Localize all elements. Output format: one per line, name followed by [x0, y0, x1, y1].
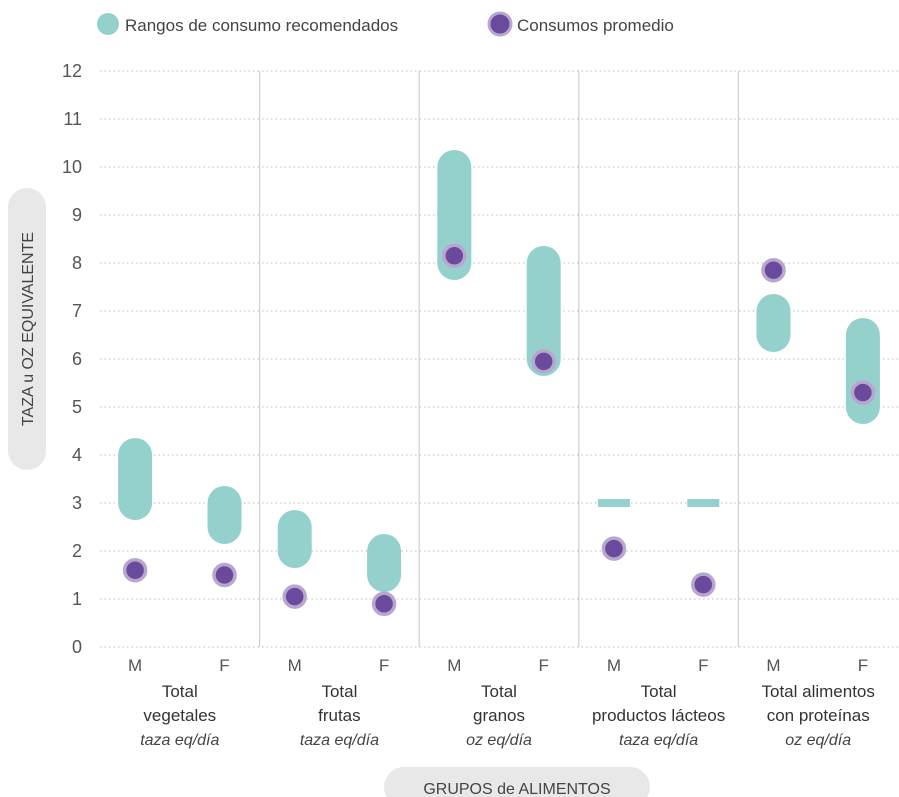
- y-tick-9: 9: [72, 205, 82, 225]
- legend-dot-label: Consumos promedio: [517, 16, 674, 35]
- x-category-label-6: M: [607, 656, 621, 675]
- y-tick-4: 4: [72, 445, 82, 465]
- average-dot-9: [850, 380, 876, 405]
- average-dot-4: [442, 243, 467, 269]
- group-unit-label-0: taza eq/día: [140, 732, 219, 749]
- x-category-label-2: M: [288, 656, 302, 675]
- group-label-line1-1: Total: [321, 682, 357, 701]
- y-axis-title-pill: [8, 188, 46, 470]
- x-category-label-9: F: [858, 656, 868, 675]
- legend: Rangos de consumo recomendados Consumos …: [97, 11, 674, 37]
- x-category-label-1: F: [219, 656, 229, 675]
- legend-dot-swatch: [487, 11, 513, 37]
- x-category-label-3: F: [379, 656, 389, 675]
- x-category-label-8: M: [766, 656, 780, 675]
- legend-range-swatch: [97, 13, 119, 35]
- average-dot-0: [122, 557, 148, 583]
- average-dot-2: [282, 584, 307, 609]
- average-dot-3: [371, 591, 397, 617]
- x-axis-title-text: GRUPOS de ALIMENTOS: [423, 781, 610, 797]
- y-tick-0: 0: [72, 637, 82, 657]
- average-dot-5: [531, 349, 556, 374]
- group-label-line1-3: Total: [641, 682, 677, 701]
- average-dot-8: [761, 257, 786, 283]
- group-label-line1-2: Total: [481, 682, 517, 701]
- group-unit-label-4: oz eq/día: [785, 732, 851, 749]
- group-label-line2-2: granos: [473, 706, 525, 725]
- group-labels: Total vegetales taza eq/día Total frutas taza…: [140, 682, 875, 749]
- x-category-label-0: M: [128, 656, 142, 675]
- y-tick-2: 2: [72, 541, 82, 561]
- group-label-line2-4: con proteínas: [767, 706, 870, 725]
- average-dot-7: [691, 572, 716, 597]
- group-label-line1-0: Total: [162, 682, 198, 701]
- average-dots: [122, 243, 876, 617]
- x-category-label-4: M: [447, 656, 461, 675]
- group-label-line2-1: frutas: [318, 706, 361, 725]
- average-dot-6: [601, 536, 627, 561]
- gridlines: [100, 70, 898, 648]
- group-unit-label-2: oz eq/día: [466, 732, 532, 749]
- y-tick-5: 5: [72, 397, 82, 417]
- x-category-label-7: F: [698, 656, 708, 675]
- y-tick-7: 7: [72, 301, 82, 321]
- y-axis-title-text: TAZA u OZ EQUIVALENTE: [20, 232, 37, 426]
- y-tick-10: 10: [62, 157, 82, 177]
- y-axis-title: TAZA u OZ EQUIVALENTE: [8, 188, 46, 470]
- group-label-line2-3: productos lácteos: [592, 706, 725, 725]
- x-axis-title: GRUPOS de ALIMENTOS: [384, 767, 650, 797]
- group-dividers: [259, 71, 740, 647]
- group-unit-label-3: taza eq/día: [619, 732, 698, 749]
- y-tick-8: 8: [72, 253, 82, 273]
- average-dot-1: [212, 562, 237, 588]
- y-tick-11: 11: [63, 109, 82, 129]
- x-axis-title-pill: [384, 767, 650, 797]
- group-label-line2-0: vegetales: [143, 706, 216, 725]
- y-tick-3: 3: [72, 493, 82, 513]
- legend-range-label: Rangos de consumo recomendados: [125, 16, 398, 35]
- range-bars: [118, 150, 880, 592]
- y-tick-12: 12: [62, 61, 82, 81]
- group-unit-label-1: taza eq/día: [300, 732, 379, 749]
- y-tick-1: 1: [72, 589, 82, 609]
- group-label-line1-4: Total alimentos: [762, 682, 875, 701]
- y-tick-6: 6: [72, 349, 82, 369]
- x-category-label-5: F: [538, 656, 548, 675]
